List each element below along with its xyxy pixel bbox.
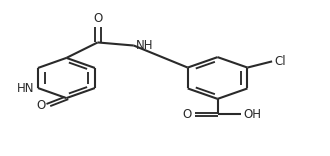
Text: HN: HN bbox=[17, 82, 35, 95]
Text: Cl: Cl bbox=[275, 55, 286, 68]
Text: O: O bbox=[183, 108, 192, 121]
Text: O: O bbox=[93, 12, 102, 25]
Text: O: O bbox=[36, 99, 46, 112]
Text: OH: OH bbox=[243, 108, 261, 121]
Text: NH: NH bbox=[135, 39, 153, 52]
